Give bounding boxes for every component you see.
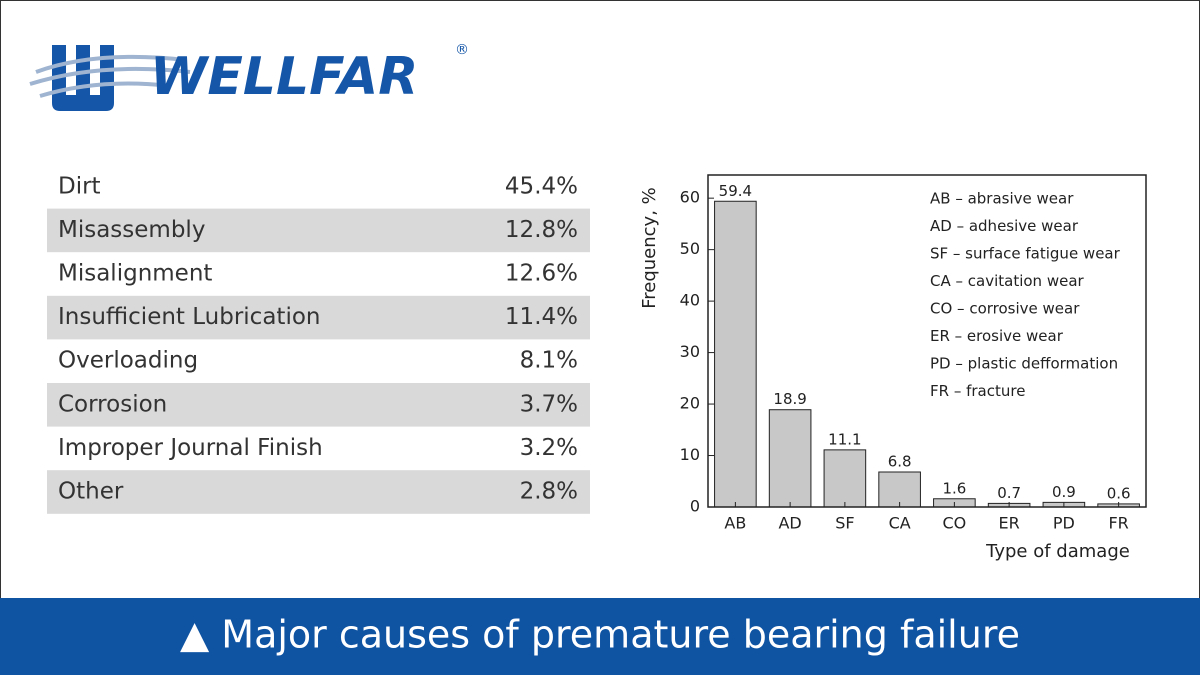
table-cell-value: 8.1% xyxy=(520,348,578,374)
value-label: 0.9 xyxy=(1052,483,1076,501)
x-tick-label: CA xyxy=(889,514,911,533)
caption-banner xyxy=(0,598,1200,675)
table-cell-label: Corrosion xyxy=(58,391,167,417)
legend-note: SF – surface fatigue wear xyxy=(930,245,1121,263)
bar xyxy=(878,471,921,508)
legend-note: ER – erosive wear xyxy=(930,327,1064,345)
x-tick-label: ER xyxy=(999,514,1020,533)
bar xyxy=(714,200,757,508)
table-cell-value: 12.8% xyxy=(505,217,578,243)
y-axis-title: Frequency, % xyxy=(639,187,660,309)
table-cell-value: 3.7% xyxy=(520,391,578,417)
caption: ▲ Major causes of premature bearing fail… xyxy=(180,613,1020,657)
logo-swoosh xyxy=(29,54,191,98)
value-label: 0.6 xyxy=(1107,484,1131,502)
value-label: 59.4 xyxy=(719,182,752,200)
y-tick-label: 0 xyxy=(690,497,700,516)
legend-note: PD – plastic defformation xyxy=(930,355,1118,373)
y-tick-label: 10 xyxy=(680,445,700,464)
value-label: 11.1 xyxy=(828,430,861,448)
y-tick-label: 40 xyxy=(680,291,700,310)
x-axis-title: Type of damage xyxy=(985,541,1130,562)
table-cell-value: 11.4% xyxy=(505,304,578,330)
x-tick-label: AD xyxy=(778,514,801,533)
y-tick-label: 20 xyxy=(680,394,700,413)
legend-note: FR – fracture xyxy=(930,382,1025,400)
logo-text: WELLFAR xyxy=(150,47,418,107)
legend-note: AD – adhesive wear xyxy=(930,217,1079,235)
x-tick-label: CO xyxy=(942,514,966,533)
value-label: 1.6 xyxy=(942,479,966,497)
table-cell-label: Misassembly xyxy=(58,217,205,243)
bar xyxy=(768,409,812,508)
legend-note: CO – corrosive wear xyxy=(930,300,1080,318)
table-row-bg xyxy=(47,470,590,514)
table-cell-label: Improper Journal Finish xyxy=(58,435,323,461)
plot-frame xyxy=(707,174,1147,508)
table-cell-label: Other xyxy=(58,479,124,505)
logo: WELLFAR ® xyxy=(29,42,469,111)
y-tick-label: 50 xyxy=(680,239,700,258)
table-cell-label: Insufficient Lubrication xyxy=(58,304,320,330)
table-cell-label: Overloading xyxy=(58,348,198,374)
y-tick-label: 30 xyxy=(680,342,700,361)
y-tick-label: 60 xyxy=(680,188,700,207)
x-tick-label: AB xyxy=(724,514,746,533)
table-cell-label: Misalignment xyxy=(58,261,212,287)
value-label: 18.9 xyxy=(773,390,806,408)
table-cell-value: 2.8% xyxy=(520,479,578,505)
legend-note: AB – abrasive wear xyxy=(930,190,1074,208)
value-label: 0.7 xyxy=(997,484,1021,502)
logo-emblem xyxy=(52,45,114,111)
value-label: 6.8 xyxy=(888,452,912,470)
legend-note: CA – cavitation wear xyxy=(930,272,1085,290)
table-row-bg xyxy=(47,383,590,427)
table-cell-value: 3.2% xyxy=(520,435,578,461)
x-tick-label: PD xyxy=(1053,514,1075,533)
table-cell-value: 45.4% xyxy=(505,173,578,199)
table-row-bg xyxy=(47,295,590,340)
x-tick-label: SF xyxy=(835,514,854,533)
table-cell-value: 12.6% xyxy=(505,261,578,287)
bar xyxy=(823,449,867,508)
table-row-bg xyxy=(47,208,590,253)
table-cell-label: Dirt xyxy=(58,173,101,199)
x-tick-label: FR xyxy=(1108,514,1128,533)
logo-mark: ® xyxy=(455,42,469,58)
